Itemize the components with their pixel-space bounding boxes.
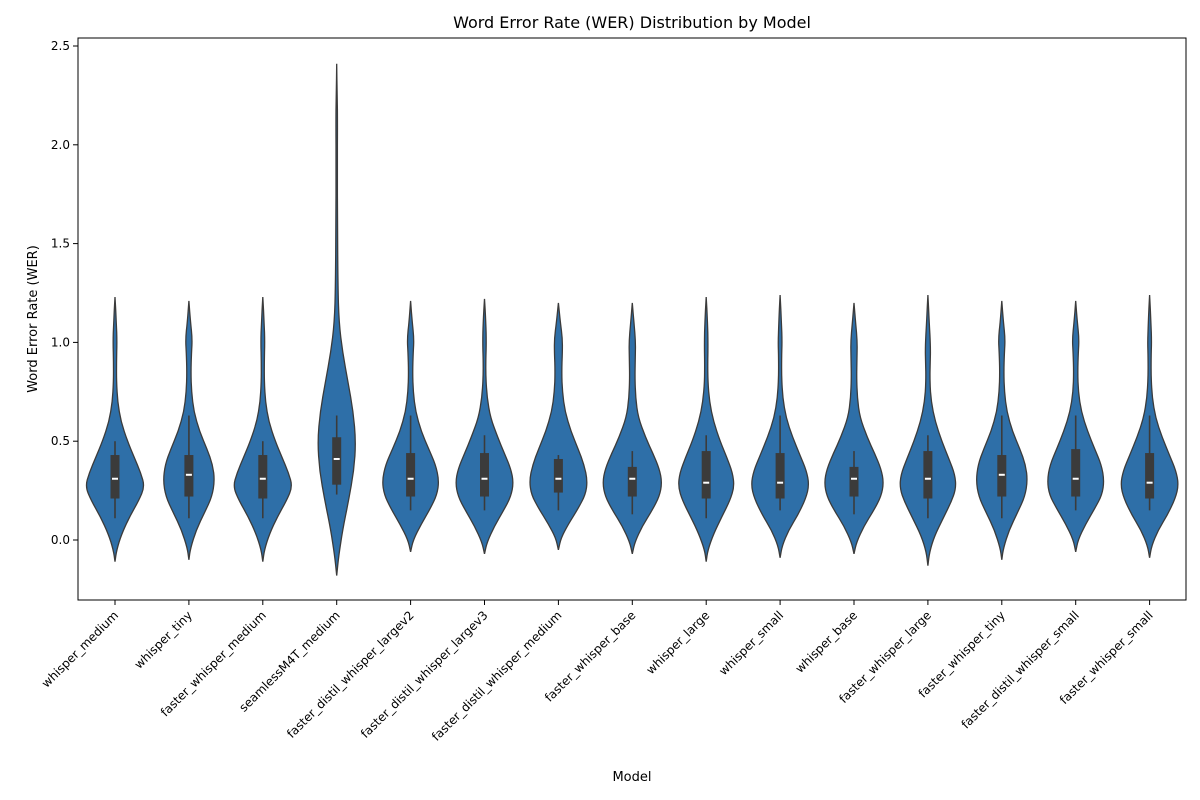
y-tick-label: 2.0 (51, 138, 70, 152)
iqr-box (701, 451, 711, 499)
iqr-box (332, 437, 342, 485)
violin-body (455, 298, 514, 554)
violin-body (678, 296, 735, 562)
iqr-box (110, 455, 120, 499)
x-axis-label: Model (612, 770, 651, 785)
y-tick-label: 2.5 (51, 39, 70, 53)
iqr-box (923, 451, 933, 499)
iqr-box (258, 455, 268, 499)
violin-body (824, 302, 884, 554)
iqr-box (627, 466, 637, 497)
violin-layer (85, 63, 1179, 576)
iqr-box (406, 453, 416, 497)
violin-body (602, 302, 662, 554)
iqr-box (775, 453, 785, 499)
plot-frame (77, 37, 1187, 601)
y-tick-label: 1.5 (51, 237, 70, 251)
violin-body (85, 296, 145, 562)
iqr-box (480, 453, 489, 497)
iqr-box (1145, 453, 1155, 499)
violin-body (233, 296, 292, 562)
iqr-box (849, 466, 859, 497)
violin-body (529, 302, 588, 551)
y-axis: 0.0 0.5 1.0 1.5 2.0 2.5 (51, 39, 78, 547)
y-tick-label: 0.5 (51, 434, 70, 448)
y-tick-label: 0.0 (51, 533, 70, 547)
violin-body (317, 63, 356, 576)
y-axis-label: Word Error Rate (WER) (26, 245, 41, 393)
iqr-box (553, 458, 563, 493)
chart-title: Word Error Rate (WER) Distribution by Mo… (453, 13, 811, 32)
iqr-box (1071, 449, 1081, 497)
y-tick-label: 1.0 (51, 335, 70, 349)
violin-body (899, 294, 957, 566)
